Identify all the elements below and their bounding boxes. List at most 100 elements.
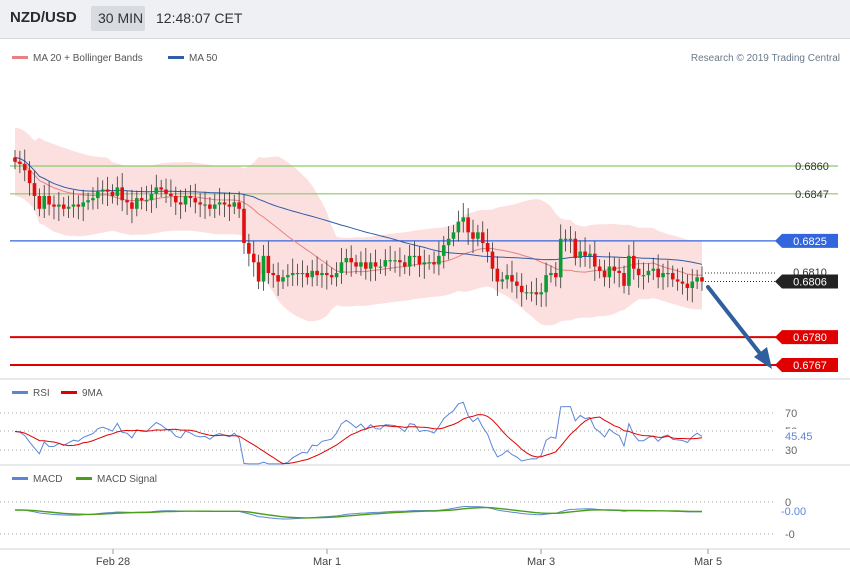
candle-body bbox=[320, 272, 324, 276]
candle-body bbox=[368, 262, 373, 269]
candle-body bbox=[661, 272, 665, 278]
candle-body bbox=[607, 266, 612, 278]
candle bbox=[212, 193, 217, 218]
candle bbox=[641, 262, 646, 290]
level-label: 0.6860 bbox=[795, 161, 829, 173]
forecast-arrow bbox=[706, 285, 772, 369]
candle bbox=[432, 251, 436, 274]
candle bbox=[510, 260, 514, 293]
candle-body bbox=[315, 270, 319, 276]
candle bbox=[495, 256, 500, 296]
candle-body bbox=[544, 275, 548, 293]
candle-body bbox=[212, 204, 217, 209]
ma20-legend-label: MA 20 + Bollinger Bands bbox=[33, 53, 143, 64]
candle bbox=[57, 191, 61, 221]
candle bbox=[505, 264, 509, 289]
candle-body bbox=[18, 161, 22, 164]
candle bbox=[490, 242, 495, 282]
candle-body bbox=[100, 189, 105, 192]
candle bbox=[627, 244, 631, 296]
candle-body bbox=[622, 272, 626, 286]
candle-body bbox=[568, 238, 573, 240]
candle bbox=[276, 262, 280, 296]
candle-body bbox=[656, 268, 660, 278]
candle-body bbox=[42, 195, 47, 209]
candle bbox=[602, 259, 607, 287]
candle bbox=[539, 283, 544, 308]
rsi-ma-legend-label: 9MA bbox=[82, 388, 103, 399]
candle bbox=[558, 224, 563, 289]
level-tag-support bbox=[775, 330, 838, 345]
candle-body bbox=[300, 272, 305, 275]
symbol-label: NZD/USD bbox=[10, 9, 77, 26]
candle bbox=[368, 253, 373, 282]
candle bbox=[666, 260, 670, 288]
candle bbox=[286, 264, 290, 287]
macd-legend-label: MACD bbox=[33, 474, 62, 485]
candle bbox=[407, 244, 412, 276]
candle bbox=[281, 269, 285, 290]
candle-body bbox=[198, 202, 202, 205]
candle-body bbox=[349, 258, 353, 263]
candle-body bbox=[529, 292, 534, 294]
candle-body bbox=[329, 275, 334, 278]
candle bbox=[315, 256, 319, 287]
candle bbox=[135, 190, 139, 217]
candle-body bbox=[66, 206, 71, 209]
ma50-legend-swatch bbox=[168, 56, 184, 59]
chart-header: NZD/USD 30 MIN 12:48:07 CET bbox=[0, 0, 850, 39]
timeframe-label[interactable]: 30 MIN bbox=[98, 10, 144, 26]
x-axis: Feb 28 Mar 1 Mar 3 Mar 5 bbox=[96, 549, 722, 568]
candle-body bbox=[583, 251, 587, 256]
candle bbox=[612, 257, 617, 284]
candle-body bbox=[251, 253, 256, 263]
candle-body bbox=[71, 204, 76, 207]
x-tick-label: Mar 1 bbox=[313, 556, 341, 568]
candle bbox=[66, 195, 71, 218]
candle-body bbox=[27, 170, 32, 184]
candle-body bbox=[290, 272, 295, 276]
candle bbox=[120, 173, 124, 212]
candle-body bbox=[305, 272, 310, 278]
candle bbox=[549, 265, 553, 283]
candle-body bbox=[617, 270, 621, 273]
candle-body bbox=[417, 255, 422, 265]
macd-tick-neg: -0 bbox=[785, 529, 795, 541]
x-tick-label: Feb 28 bbox=[96, 556, 130, 568]
candle-body bbox=[670, 272, 675, 280]
candle bbox=[37, 188, 42, 217]
candle-body bbox=[276, 275, 280, 282]
candle bbox=[130, 189, 134, 224]
candle-body bbox=[339, 262, 344, 273]
candle-body bbox=[461, 217, 466, 222]
candle bbox=[412, 241, 417, 267]
candle-body bbox=[354, 262, 358, 267]
candle-body bbox=[91, 198, 95, 201]
candle bbox=[71, 190, 76, 218]
candle bbox=[237, 191, 241, 218]
candle bbox=[597, 259, 602, 279]
candle-body bbox=[373, 262, 378, 267]
macd-signal-line bbox=[15, 506, 702, 519]
candle bbox=[13, 149, 17, 170]
candle-body bbox=[593, 253, 597, 267]
level-label: 0.6847 bbox=[795, 189, 829, 201]
copyright-text: Research © 2019 Trading Central bbox=[691, 53, 840, 64]
level-label: 0.6825 bbox=[793, 236, 827, 248]
candle-body bbox=[281, 277, 285, 282]
candle bbox=[320, 263, 324, 288]
candle-body bbox=[441, 245, 446, 256]
candle bbox=[476, 224, 480, 247]
candle bbox=[583, 237, 587, 267]
candle bbox=[471, 219, 475, 254]
clock-label: 12:48:07 CET bbox=[156, 10, 243, 26]
timeframe-button[interactable] bbox=[91, 6, 145, 31]
candle bbox=[451, 224, 456, 247]
candle-body bbox=[115, 187, 120, 196]
candle-body bbox=[217, 202, 222, 205]
candle bbox=[96, 177, 100, 210]
candle-body bbox=[76, 204, 81, 207]
candle bbox=[573, 231, 578, 266]
candle-body bbox=[383, 260, 388, 267]
candle-body bbox=[539, 292, 544, 295]
